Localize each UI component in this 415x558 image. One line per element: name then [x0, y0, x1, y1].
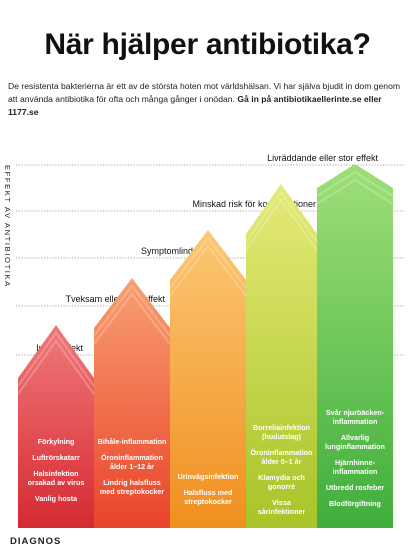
level-label-4: Minskad risk för komplikationer — [192, 199, 316, 209]
diagnosis-item: Öroninflammation ålder 1–12 år — [101, 453, 163, 471]
diagnosis-item: Utbredd rosfeber — [325, 483, 385, 492]
chevron-stripe — [316, 170, 394, 197]
effect-chart: Livräddande eller stor effekt Minskad ri… — [16, 153, 405, 528]
diagnosis-item: Hjärnhinne-inflammation — [332, 458, 378, 476]
chevron-stripe — [93, 284, 171, 337]
arrow-column-3 — [170, 230, 246, 528]
arrow-column-5 — [317, 164, 393, 528]
column-1-items: Förkylning Luftrörskatarr Halsinfektion … — [20, 437, 92, 510]
diagnosis-item: Förkylning — [37, 437, 75, 446]
diagnosis-item: Blodförgiftning — [329, 499, 381, 508]
diagnosis-item: Vanlig hosta — [34, 494, 78, 503]
page-title: När hjälper antibiotika? — [44, 28, 371, 61]
intro-text: De resistenta bakterierna är ett av de s… — [8, 81, 401, 104]
effect-axis-label: EFFEKT AV ANTIBIOTIKA — [3, 165, 12, 288]
effect-axis: EFFEKT AV ANTIBIOTIKA — [3, 165, 17, 288]
diagnosis-item: Bihåle-inflammation — [97, 437, 167, 446]
level-label-5: Livräddande eller stor effekt — [267, 153, 378, 163]
diagnosis-item: Svår njurbäcken-inflammation — [325, 408, 385, 426]
diagnosis-item: Halsinfektion orsakad av virus — [27, 469, 85, 487]
column-2-items: Bihåle-inflammation Öroninflammation åld… — [97, 437, 167, 503]
arrow-column-4 — [246, 184, 317, 528]
intro-link-text: Gå in på antibiotikaellerinte.se eller 1… — [8, 94, 382, 117]
column-4-items: Borreliainfektion (hudutslag) Öroninflam… — [248, 423, 315, 523]
level-label-3: Symptomlindrande — [141, 246, 216, 256]
diagnosis-item: Allvarlig lunginflammation — [325, 433, 385, 451]
chevron-stripe — [17, 339, 95, 395]
chevron-stripe — [245, 190, 318, 243]
arrow-column-1 — [18, 325, 94, 528]
chevron-stripe — [245, 198, 318, 251]
diagnosis-item: Luftrörskatarr — [32, 453, 80, 462]
chevron-stripe — [169, 244, 247, 297]
chevron-stripe — [169, 236, 247, 289]
diagnosis-item: Halsfluss med streptokocker — [183, 488, 233, 506]
diagnosis-item: Borreliainfektion (hudutslag) — [252, 423, 311, 441]
diagnosis-item: Lindrig halsfluss med streptokocker — [99, 478, 165, 496]
diagnosis-item: Öroninflammation ålder 0–1 år — [250, 448, 313, 466]
column-3-items: Urinvägsinfektion Halsfluss med streptok… — [172, 472, 244, 513]
chevron-stripe — [93, 292, 171, 345]
chevron-stripe — [316, 178, 394, 205]
column-5-items: Svår njurbäcken-inflammation Allvarlig l… — [319, 408, 391, 515]
level-label-2: Tveksam eller liten effekt — [66, 294, 166, 304]
arrow-column-2 — [94, 278, 170, 528]
diagnosis-item: Urinvägsinfektion — [177, 472, 239, 481]
diagnosis-item: Klamydia och gonorré — [258, 473, 305, 491]
chevron-stripe — [17, 331, 95, 387]
diagnosis-axis-label: DIAGNOS — [10, 536, 62, 547]
intro-paragraph: De resistenta bakterierna är ett av de s… — [8, 80, 408, 119]
diagnosis-item: Vissa sårinfektioner — [257, 498, 306, 516]
